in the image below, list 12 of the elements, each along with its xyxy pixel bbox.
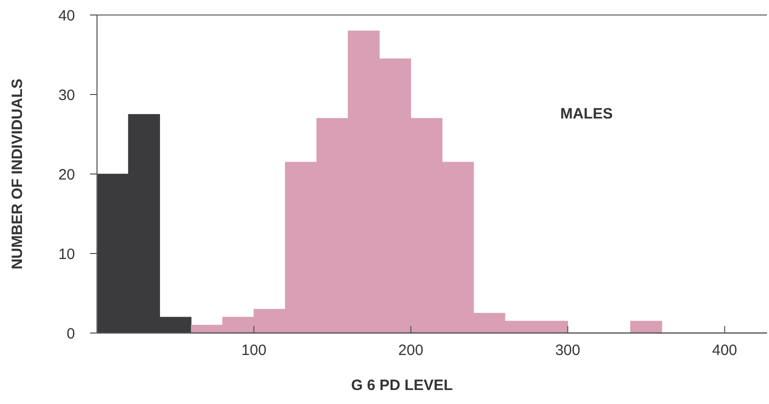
y-tick-label: 20: [58, 166, 75, 184]
annotation: MALES: [560, 105, 613, 122]
x-tick-label: 200: [398, 342, 424, 359]
y-tick-label: 0: [66, 325, 75, 342]
y-tick-label: 30: [58, 86, 75, 104]
y-tick-label: 40: [58, 7, 75, 24]
y-tick-label: 10: [58, 246, 75, 263]
y-axis-title: NUMBER OF INDIVIDUALS: [9, 78, 26, 270]
x-tick-label: 400: [712, 342, 738, 359]
x-tick-label: 300: [555, 342, 580, 359]
x-axis-title: G 6 PD LEVEL: [351, 377, 453, 394]
x-tick-label: 100: [241, 342, 266, 359]
